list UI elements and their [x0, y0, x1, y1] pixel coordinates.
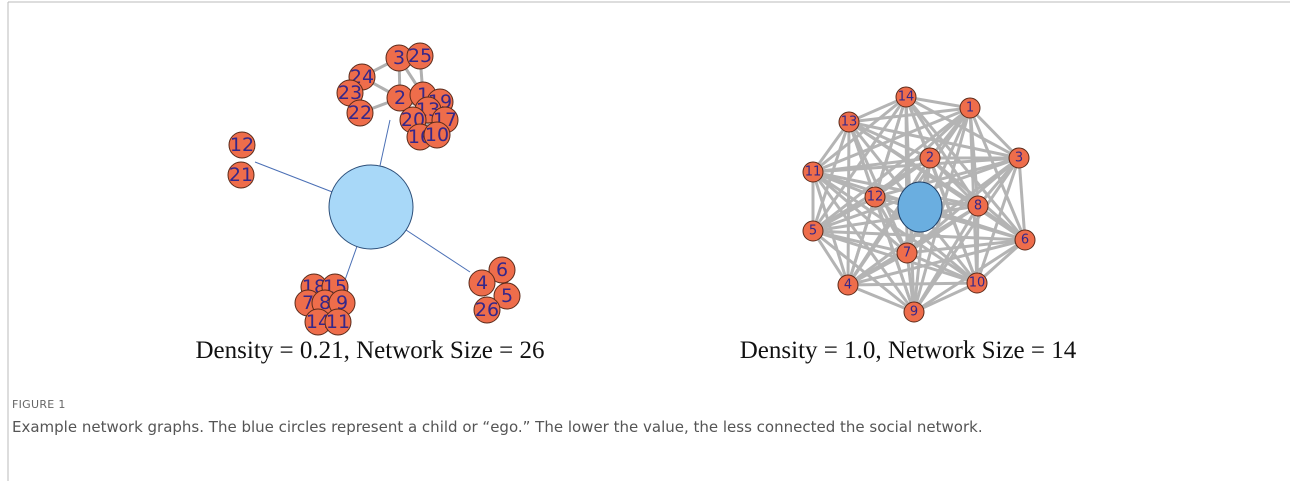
node	[959, 97, 981, 119]
node-label: 10	[969, 276, 986, 291]
node-label: 4	[476, 272, 488, 294]
ego-node	[897, 181, 943, 233]
node	[903, 301, 925, 323]
node-label: 25	[408, 45, 432, 67]
edge	[968, 106, 1021, 160]
node-label: 6	[1021, 233, 1029, 248]
node	[896, 242, 918, 264]
node-label: 14	[306, 311, 330, 333]
node-label: 10	[425, 124, 449, 146]
edge	[1017, 157, 1027, 241]
node-label: 8	[974, 199, 982, 214]
edge	[873, 196, 909, 254]
node	[1008, 147, 1030, 169]
node-label: 6	[496, 259, 508, 281]
edge	[812, 229, 915, 314]
node-label: 1	[966, 101, 974, 116]
panel-caption: Density = 1.0, Network Size = 14	[740, 337, 1077, 364]
node-label: 5	[809, 224, 817, 239]
node	[324, 308, 352, 336]
edge	[812, 156, 931, 174]
edge	[912, 157, 1021, 313]
node	[227, 161, 255, 189]
node	[493, 282, 521, 310]
node-label: 12	[230, 134, 254, 156]
edge	[812, 229, 1026, 242]
node-label: 14	[898, 90, 915, 105]
node	[228, 131, 256, 159]
node	[468, 269, 496, 297]
edge	[905, 95, 971, 110]
node	[838, 111, 860, 133]
node	[423, 121, 451, 149]
network-b: 14 1 13 3 2 11 12 8 5 6 7 4 10 9	[802, 86, 1036, 323]
node	[966, 272, 988, 294]
edge	[873, 196, 916, 313]
node	[919, 147, 941, 169]
node	[837, 274, 859, 296]
node-label: 3	[393, 47, 405, 69]
edge	[913, 281, 978, 314]
edge	[848, 120, 1020, 160]
node-label: 11	[805, 165, 822, 180]
edge	[906, 251, 978, 285]
node	[802, 161, 824, 183]
ego-node	[328, 164, 414, 250]
node-label: 21	[229, 164, 253, 186]
node-label: 2	[394, 87, 406, 109]
node-label: 11	[326, 311, 350, 333]
node-label: 22	[348, 102, 372, 124]
node-label: 3	[1015, 151, 1023, 166]
edge	[975, 238, 1027, 285]
edge	[847, 281, 978, 287]
edge	[812, 170, 978, 285]
figure-caption: Example network graphs. The blue circles…	[12, 418, 983, 436]
node-label: 5	[501, 285, 513, 307]
node	[406, 42, 434, 70]
panel-caption: Density = 0.21, Network Size = 26	[196, 337, 545, 364]
edge	[812, 229, 978, 285]
node-label: 2	[926, 151, 934, 166]
node-label: 7	[302, 292, 314, 314]
node	[1014, 229, 1036, 251]
edge	[906, 238, 1026, 255]
node	[967, 195, 989, 217]
edge	[811, 96, 908, 232]
node-label: 13	[841, 115, 858, 130]
node-label: 23	[338, 82, 362, 104]
node-label: 7	[903, 246, 911, 261]
edge	[848, 120, 931, 160]
edge	[811, 230, 850, 286]
node-label: 12	[867, 190, 884, 205]
node-label: 9	[336, 292, 348, 314]
node-label: 8	[319, 292, 331, 314]
edge	[847, 238, 1026, 287]
edge	[848, 106, 971, 124]
node-label: 9	[910, 305, 918, 320]
edge	[812, 204, 979, 233]
edge	[812, 170, 979, 208]
node-label: 4	[844, 278, 852, 293]
edge	[904, 96, 1027, 241]
node	[895, 86, 917, 108]
node	[473, 296, 501, 324]
figure-label: FIGURE 1	[12, 398, 66, 411]
node	[488, 256, 516, 284]
node	[802, 220, 824, 242]
edge	[812, 170, 908, 255]
node	[864, 186, 886, 208]
edge	[847, 283, 915, 314]
node	[346, 99, 374, 127]
edge	[847, 251, 908, 287]
node-label: 26	[475, 299, 499, 321]
edge	[812, 195, 876, 233]
